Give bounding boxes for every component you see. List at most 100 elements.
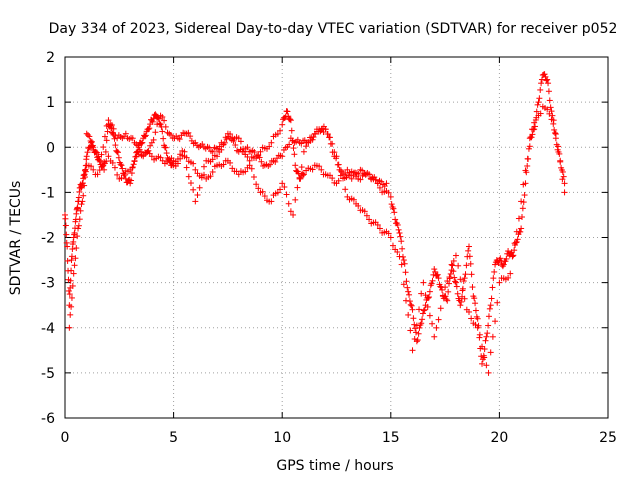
data-point <box>505 274 512 281</box>
data-point <box>109 130 116 137</box>
data-point <box>444 297 451 304</box>
data-point <box>394 221 401 228</box>
data-point <box>232 142 239 149</box>
data-point <box>230 137 237 144</box>
data-point <box>524 162 531 169</box>
data-point <box>482 337 489 344</box>
data-point <box>192 198 199 205</box>
data-point <box>526 143 533 150</box>
data-point <box>401 260 408 267</box>
data-point <box>90 144 97 151</box>
data-point <box>71 262 78 269</box>
data-point <box>387 193 394 200</box>
data-point <box>335 177 342 184</box>
data-point <box>86 133 93 140</box>
data-point <box>551 126 558 133</box>
data-point <box>285 200 292 207</box>
data-point <box>520 181 527 188</box>
data-point <box>187 133 194 140</box>
data-point <box>376 184 383 191</box>
data-point <box>459 287 466 294</box>
data-point <box>392 216 399 223</box>
data-point <box>511 240 518 247</box>
data-point <box>267 161 274 168</box>
data-point <box>333 155 340 162</box>
data-point <box>286 141 293 148</box>
data-point <box>545 88 552 95</box>
data-point <box>518 225 525 232</box>
data-point <box>528 134 535 141</box>
data-point <box>407 301 414 308</box>
data-point <box>300 172 307 179</box>
data-point <box>529 131 536 138</box>
data-point <box>329 175 336 182</box>
data-point <box>559 176 566 183</box>
data-point <box>544 106 551 113</box>
plot-frame <box>64 56 609 419</box>
data-point <box>209 148 216 155</box>
data-point <box>163 150 170 157</box>
data-point <box>476 331 483 338</box>
y-tick-label: 1 <box>46 95 55 111</box>
data-point <box>201 163 208 170</box>
data-point <box>114 149 121 156</box>
data-point <box>550 117 557 124</box>
data-point <box>373 176 380 183</box>
data-point <box>177 151 184 158</box>
data-point <box>66 291 73 298</box>
data-point <box>322 126 329 133</box>
data-point <box>209 168 216 175</box>
data-point <box>68 303 75 310</box>
data-point <box>479 360 486 367</box>
data-point <box>557 158 564 165</box>
data-point <box>461 275 468 282</box>
data-point <box>432 268 439 275</box>
data-point <box>552 131 559 138</box>
data-point <box>340 171 347 178</box>
data-point <box>350 196 357 203</box>
data-point <box>279 121 286 128</box>
data-point <box>253 181 260 188</box>
data-point <box>162 123 169 130</box>
grid-lines <box>65 57 608 418</box>
data-point <box>297 175 304 182</box>
data-point <box>383 180 390 187</box>
data-point <box>396 253 403 260</box>
data-point <box>81 182 88 189</box>
data-point <box>268 139 275 146</box>
data-point <box>251 149 258 156</box>
data-point <box>461 295 468 302</box>
data-point <box>545 80 552 87</box>
data-point <box>411 336 418 343</box>
data-point <box>472 307 479 314</box>
data-point <box>129 164 136 171</box>
data-point <box>108 124 115 131</box>
data-point <box>525 145 532 152</box>
data-point <box>88 143 95 150</box>
data-point <box>533 108 540 115</box>
data-point <box>509 253 516 260</box>
data-point <box>439 286 446 293</box>
data-point <box>535 99 542 106</box>
data-point <box>72 255 79 262</box>
data-point <box>62 215 69 222</box>
data-point <box>433 324 440 331</box>
data-point <box>467 260 474 267</box>
data-point <box>105 153 112 160</box>
data-point <box>555 143 562 150</box>
data-point <box>214 153 221 160</box>
data-point <box>537 86 544 93</box>
data-point <box>483 362 490 369</box>
data-point <box>284 108 291 115</box>
data-point <box>183 154 190 161</box>
data-point <box>316 163 323 170</box>
data-point <box>435 316 442 323</box>
data-point <box>399 245 406 252</box>
data-point <box>334 161 341 168</box>
data-point <box>426 312 433 319</box>
data-point <box>73 245 80 252</box>
y-tick-label: 2 <box>46 50 55 66</box>
data-point <box>118 162 125 169</box>
data-point <box>74 233 81 240</box>
